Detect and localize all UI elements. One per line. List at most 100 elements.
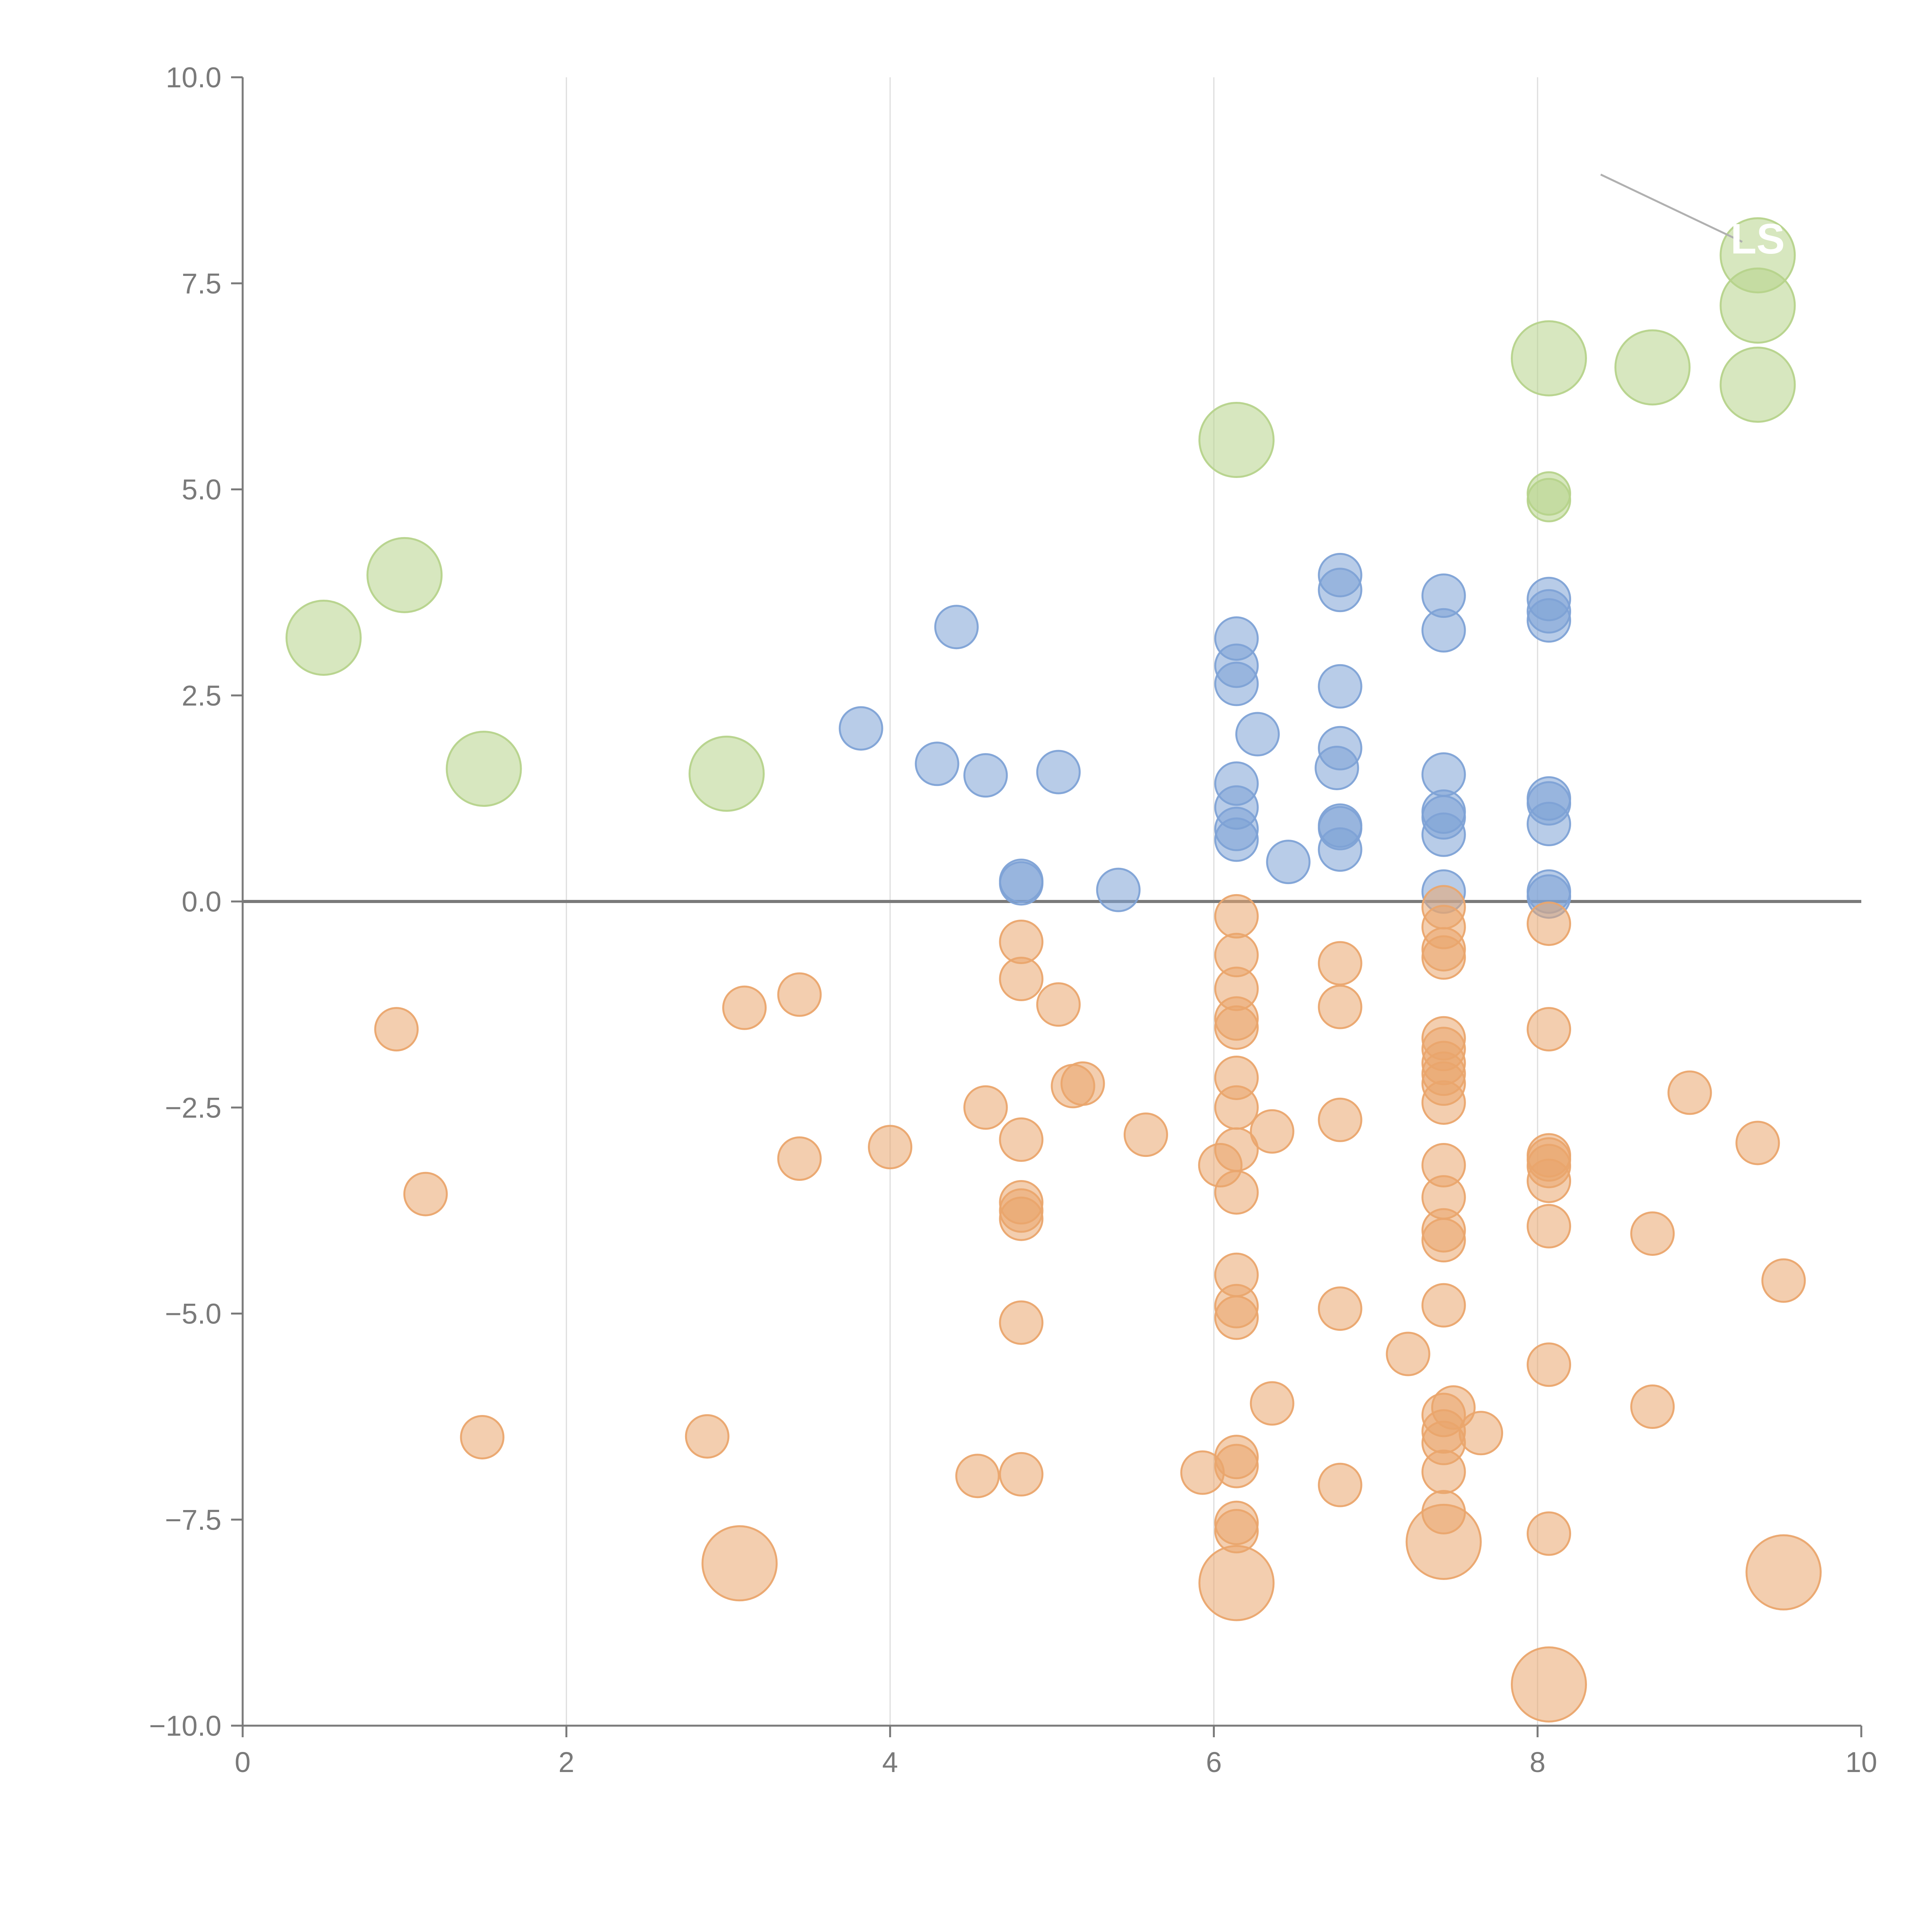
data-point — [1421, 1218, 1466, 1263]
data-point — [1214, 1444, 1259, 1488]
data-point — [1214, 1085, 1259, 1130]
data-point — [1214, 1005, 1259, 1050]
data-point — [1198, 1545, 1275, 1621]
data-point — [1060, 1061, 1105, 1106]
data-point — [1315, 745, 1359, 790]
y-tick-label: −7.5 — [165, 1504, 221, 1536]
data-point — [1198, 402, 1275, 478]
data-point — [1459, 1411, 1503, 1456]
y-tick-label: 5.0 — [182, 474, 221, 506]
data-point — [1318, 664, 1362, 709]
data-point — [999, 1196, 1044, 1241]
series-blue — [838, 553, 1571, 919]
data-point — [1318, 941, 1362, 986]
data-point — [1214, 1295, 1259, 1340]
series-green — [285, 217, 1796, 812]
y-tick-label: −2.5 — [165, 1092, 221, 1124]
data-point — [374, 1007, 419, 1052]
data-point — [685, 1414, 730, 1459]
data-point — [701, 1525, 778, 1602]
data-point — [1386, 1332, 1430, 1376]
data-points — [285, 217, 1822, 1723]
x-tick-label: 4 — [882, 1746, 898, 1778]
data-point — [1214, 1170, 1259, 1215]
data-point — [1527, 1342, 1571, 1387]
data-point — [1318, 827, 1362, 872]
data-point — [1719, 347, 1796, 423]
data-point — [460, 1415, 505, 1459]
y-tick-label: 10.0 — [166, 61, 221, 94]
data-point — [1527, 801, 1571, 846]
data-point — [999, 1300, 1044, 1345]
data-point — [1745, 1534, 1822, 1611]
y-tick-label: 0.0 — [182, 886, 221, 918]
data-point — [999, 957, 1044, 1002]
data-point — [777, 1136, 822, 1181]
data-point — [1614, 329, 1691, 406]
data-point — [1318, 1463, 1362, 1507]
data-point — [1527, 901, 1571, 946]
data-point — [446, 731, 522, 807]
data-point — [1405, 1503, 1482, 1580]
series-orange — [374, 885, 1806, 1556]
data-point — [1421, 935, 1466, 980]
data-point — [689, 735, 765, 812]
data-point — [1036, 750, 1081, 794]
data-point — [1421, 812, 1466, 857]
data-point — [1036, 982, 1081, 1027]
data-point — [1421, 1080, 1466, 1125]
data-point — [1318, 1286, 1362, 1331]
data-point — [722, 985, 767, 1030]
data-point — [963, 1085, 1008, 1130]
data-point — [1250, 1381, 1294, 1426]
y-tick-label: 2.5 — [182, 680, 221, 712]
data-point — [838, 706, 883, 751]
data-point — [1421, 608, 1466, 653]
annotation-label: LS — [1731, 215, 1785, 263]
x-tick-label: 2 — [558, 1746, 574, 1778]
data-point — [1096, 867, 1141, 912]
data-point — [1527, 1007, 1571, 1052]
data-point — [1421, 1449, 1466, 1494]
data-point — [1630, 1384, 1675, 1429]
data-point — [1667, 1070, 1712, 1115]
data-point — [999, 1117, 1044, 1162]
data-point — [1511, 1646, 1587, 1723]
data-point — [285, 599, 362, 676]
data-point — [777, 972, 822, 1017]
data-point — [1527, 478, 1571, 522]
data-point — [963, 753, 1008, 798]
data-point — [999, 861, 1044, 906]
x-tick-label: 8 — [1530, 1746, 1546, 1778]
data-point — [1527, 598, 1571, 643]
data-point — [868, 1125, 913, 1170]
data-point — [1123, 1112, 1168, 1157]
data-point — [1527, 1204, 1571, 1248]
data-point — [1527, 1158, 1571, 1203]
axes: 0 2 4 6 8 10 10.0 7.5 5.0 2.5 0.0 −2.5 −5.0 −7.5 −10.0 — [149, 61, 1877, 1778]
annotations: LS — [1600, 173, 1785, 263]
data-point — [934, 605, 979, 650]
data-point — [1527, 1511, 1571, 1556]
data-point — [1630, 1211, 1675, 1256]
data-point — [915, 742, 959, 786]
data-point — [1214, 894, 1259, 939]
annotation-callout-line — [1600, 173, 1743, 243]
data-point — [955, 1454, 1000, 1498]
data-point — [1214, 817, 1259, 862]
x-tick-label: 6 — [1206, 1746, 1222, 1778]
data-point — [366, 537, 443, 613]
data-point — [1250, 1109, 1294, 1154]
y-tick-label: −10.0 — [149, 1710, 221, 1742]
data-point — [1511, 320, 1587, 396]
data-point — [1719, 267, 1796, 344]
series-orange-large — [701, 1503, 1822, 1723]
data-point — [1266, 840, 1311, 884]
data-point — [1318, 1097, 1362, 1142]
data-point — [999, 1452, 1044, 1497]
data-point — [1318, 985, 1362, 1029]
data-point — [1761, 1258, 1806, 1303]
series-green-small — [1527, 471, 1571, 522]
data-point — [1318, 568, 1362, 612]
